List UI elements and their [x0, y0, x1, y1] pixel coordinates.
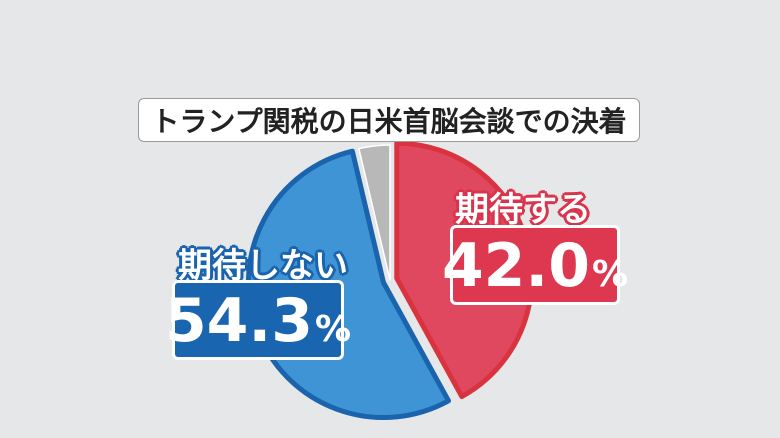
- value-box-not-expect: 54.3 %: [165, 280, 351, 360]
- unit-not-expect: %: [314, 309, 352, 350]
- label-not-expect: 期待しない: [178, 246, 348, 286]
- pie-slice-other: [358, 144, 391, 281]
- chart-title: トランプ関税の日米首脳会談での決着: [138, 98, 640, 142]
- label-expect: 期待する: [455, 190, 591, 230]
- value-box-expect: 42.0 %: [442, 225, 628, 305]
- unit-expect: %: [591, 254, 629, 295]
- value-not-expect: 54.3: [164, 286, 313, 356]
- value-expect: 42.0: [441, 231, 590, 301]
